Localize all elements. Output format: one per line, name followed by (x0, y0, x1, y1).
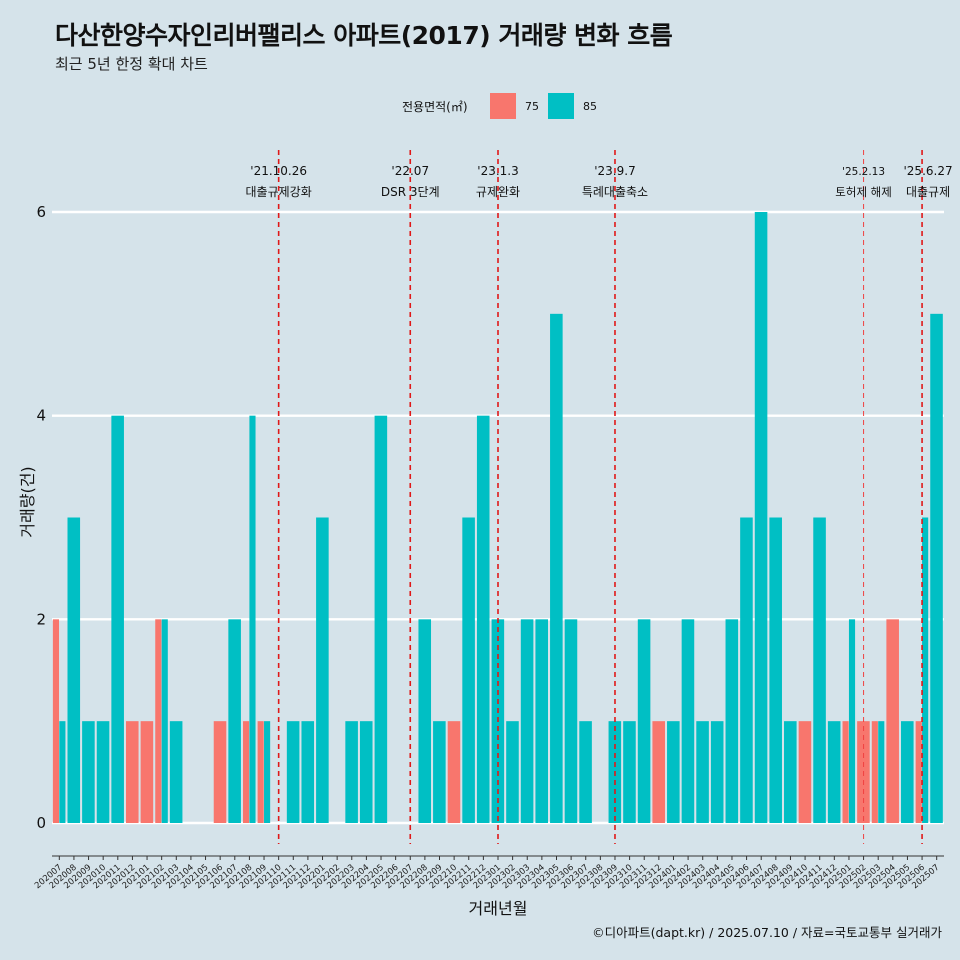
event-date-202506: '25.6.27 (904, 164, 953, 178)
bar-85-202103 (169, 721, 183, 823)
footer-credit: ©디아파트(dapt.kr) / 2025.07.10 / 자료=국토교통부 실… (592, 925, 942, 940)
bar-85-202412 (827, 721, 841, 823)
bar-85-202212 (476, 415, 490, 823)
y-tick-label: 2 (36, 610, 46, 628)
bar-85-202108 (249, 415, 256, 823)
bar-85-202404 (710, 721, 724, 823)
bar-75-202108 (242, 721, 250, 823)
bar-75-202101 (140, 721, 154, 823)
bar-85-202303 (520, 619, 534, 823)
y-tick-label: 4 (36, 407, 46, 425)
event-date-202502: '25.2.13 (842, 166, 885, 178)
legend: 전용면적(㎡) 75 85 (0, 93, 960, 121)
bar-85-202111 (286, 721, 300, 823)
legend-label-85: 85 (583, 100, 597, 113)
bar-85-202201 (316, 517, 329, 823)
bar-75-202102 (155, 619, 162, 823)
bar-75-202106 (213, 721, 227, 823)
chart-subtitle: 최근 5년 한정 확대 차트 (55, 55, 208, 73)
y-tick-label: 0 (36, 814, 46, 832)
bar-85-202307 (579, 721, 592, 823)
bar-85-202503 (878, 721, 885, 823)
event-date-202309: '23.9.7 (594, 164, 635, 178)
bar-75-202501 (842, 721, 849, 823)
bar-85-202109 (264, 721, 271, 823)
bar-75-202504 (886, 619, 899, 823)
legend-swatch-85 (548, 93, 574, 119)
event-label-202207: DSR 3단계 (381, 185, 440, 199)
bar-75-202503 (871, 721, 878, 823)
bar-75-202410 (798, 721, 812, 823)
y-axis-title: 거래량(건) (18, 466, 37, 537)
bar-85-202411 (813, 517, 826, 823)
bar-75-202012 (125, 721, 139, 823)
bar-85-202402 (681, 619, 695, 823)
bar-85-202302 (506, 721, 519, 823)
bar-85-202501 (848, 619, 856, 823)
chart-title: 다산한양수자인리버팰리스 아파트(2017) 거래량 변화 흐름 (55, 21, 673, 50)
event-label-202301: 규제완화 (476, 185, 520, 199)
event-date-202110: '21.10.26 (250, 164, 307, 178)
bar-85-202008 (67, 517, 81, 823)
bar-85-202209 (433, 721, 446, 823)
bar-85-202310 (623, 721, 636, 823)
bar-85-202409 (784, 721, 797, 823)
bar-85-202406 (740, 517, 753, 823)
event-label-202110: 대출규제강화 (246, 185, 312, 199)
bar-85-202408 (769, 517, 782, 823)
bar-75-202210 (447, 721, 461, 823)
bar-85-202203 (345, 721, 358, 823)
bar-85-202506 (922, 517, 929, 823)
bar-85-202305 (550, 313, 563, 823)
x-axis-title: 거래년월 (469, 899, 528, 918)
bar-85-202304 (535, 619, 548, 823)
event-date-202301: '23.1.3 (477, 164, 518, 178)
bar-75-202506 (915, 721, 922, 823)
bar-75-202007 (52, 619, 60, 823)
legend-swatch-75 (490, 93, 516, 119)
event-label-202506: 대출규제 (906, 185, 950, 199)
bar-75-202109 (257, 721, 264, 823)
event-label-202502: 토허제 해제 (835, 185, 892, 199)
bar-85-202208 (418, 619, 432, 823)
bar-85-202011 (111, 415, 124, 823)
bar-85-202306 (564, 619, 578, 823)
bar-85-202505 (901, 721, 914, 823)
bar-85-202009 (82, 721, 95, 823)
bar-85-202311 (637, 619, 651, 823)
bar-85-202401 (667, 721, 680, 823)
bar-85-202211 (462, 517, 475, 823)
y-tick-label: 6 (36, 203, 46, 221)
bar-85-202407 (754, 212, 768, 823)
bar-85-202204 (359, 721, 373, 823)
bar-85-202112 (301, 721, 315, 823)
bar-85-202007 (59, 721, 66, 823)
legend-label-75: 75 (525, 100, 539, 113)
bar-85-202507 (930, 313, 943, 823)
bar-85-202403 (696, 721, 709, 823)
bar-85-202107 (228, 619, 241, 823)
bar-85-202205 (374, 415, 388, 823)
bar-85-202102 (161, 619, 168, 823)
event-date-202207: '22.07 (391, 164, 429, 178)
bar-85-202010 (96, 721, 110, 823)
legend-title: 전용면적(㎡) (402, 100, 468, 114)
bar-75-202312 (652, 721, 665, 823)
bar-85-202405 (725, 619, 739, 823)
event-label-202309: 특례대출축소 (582, 185, 648, 199)
